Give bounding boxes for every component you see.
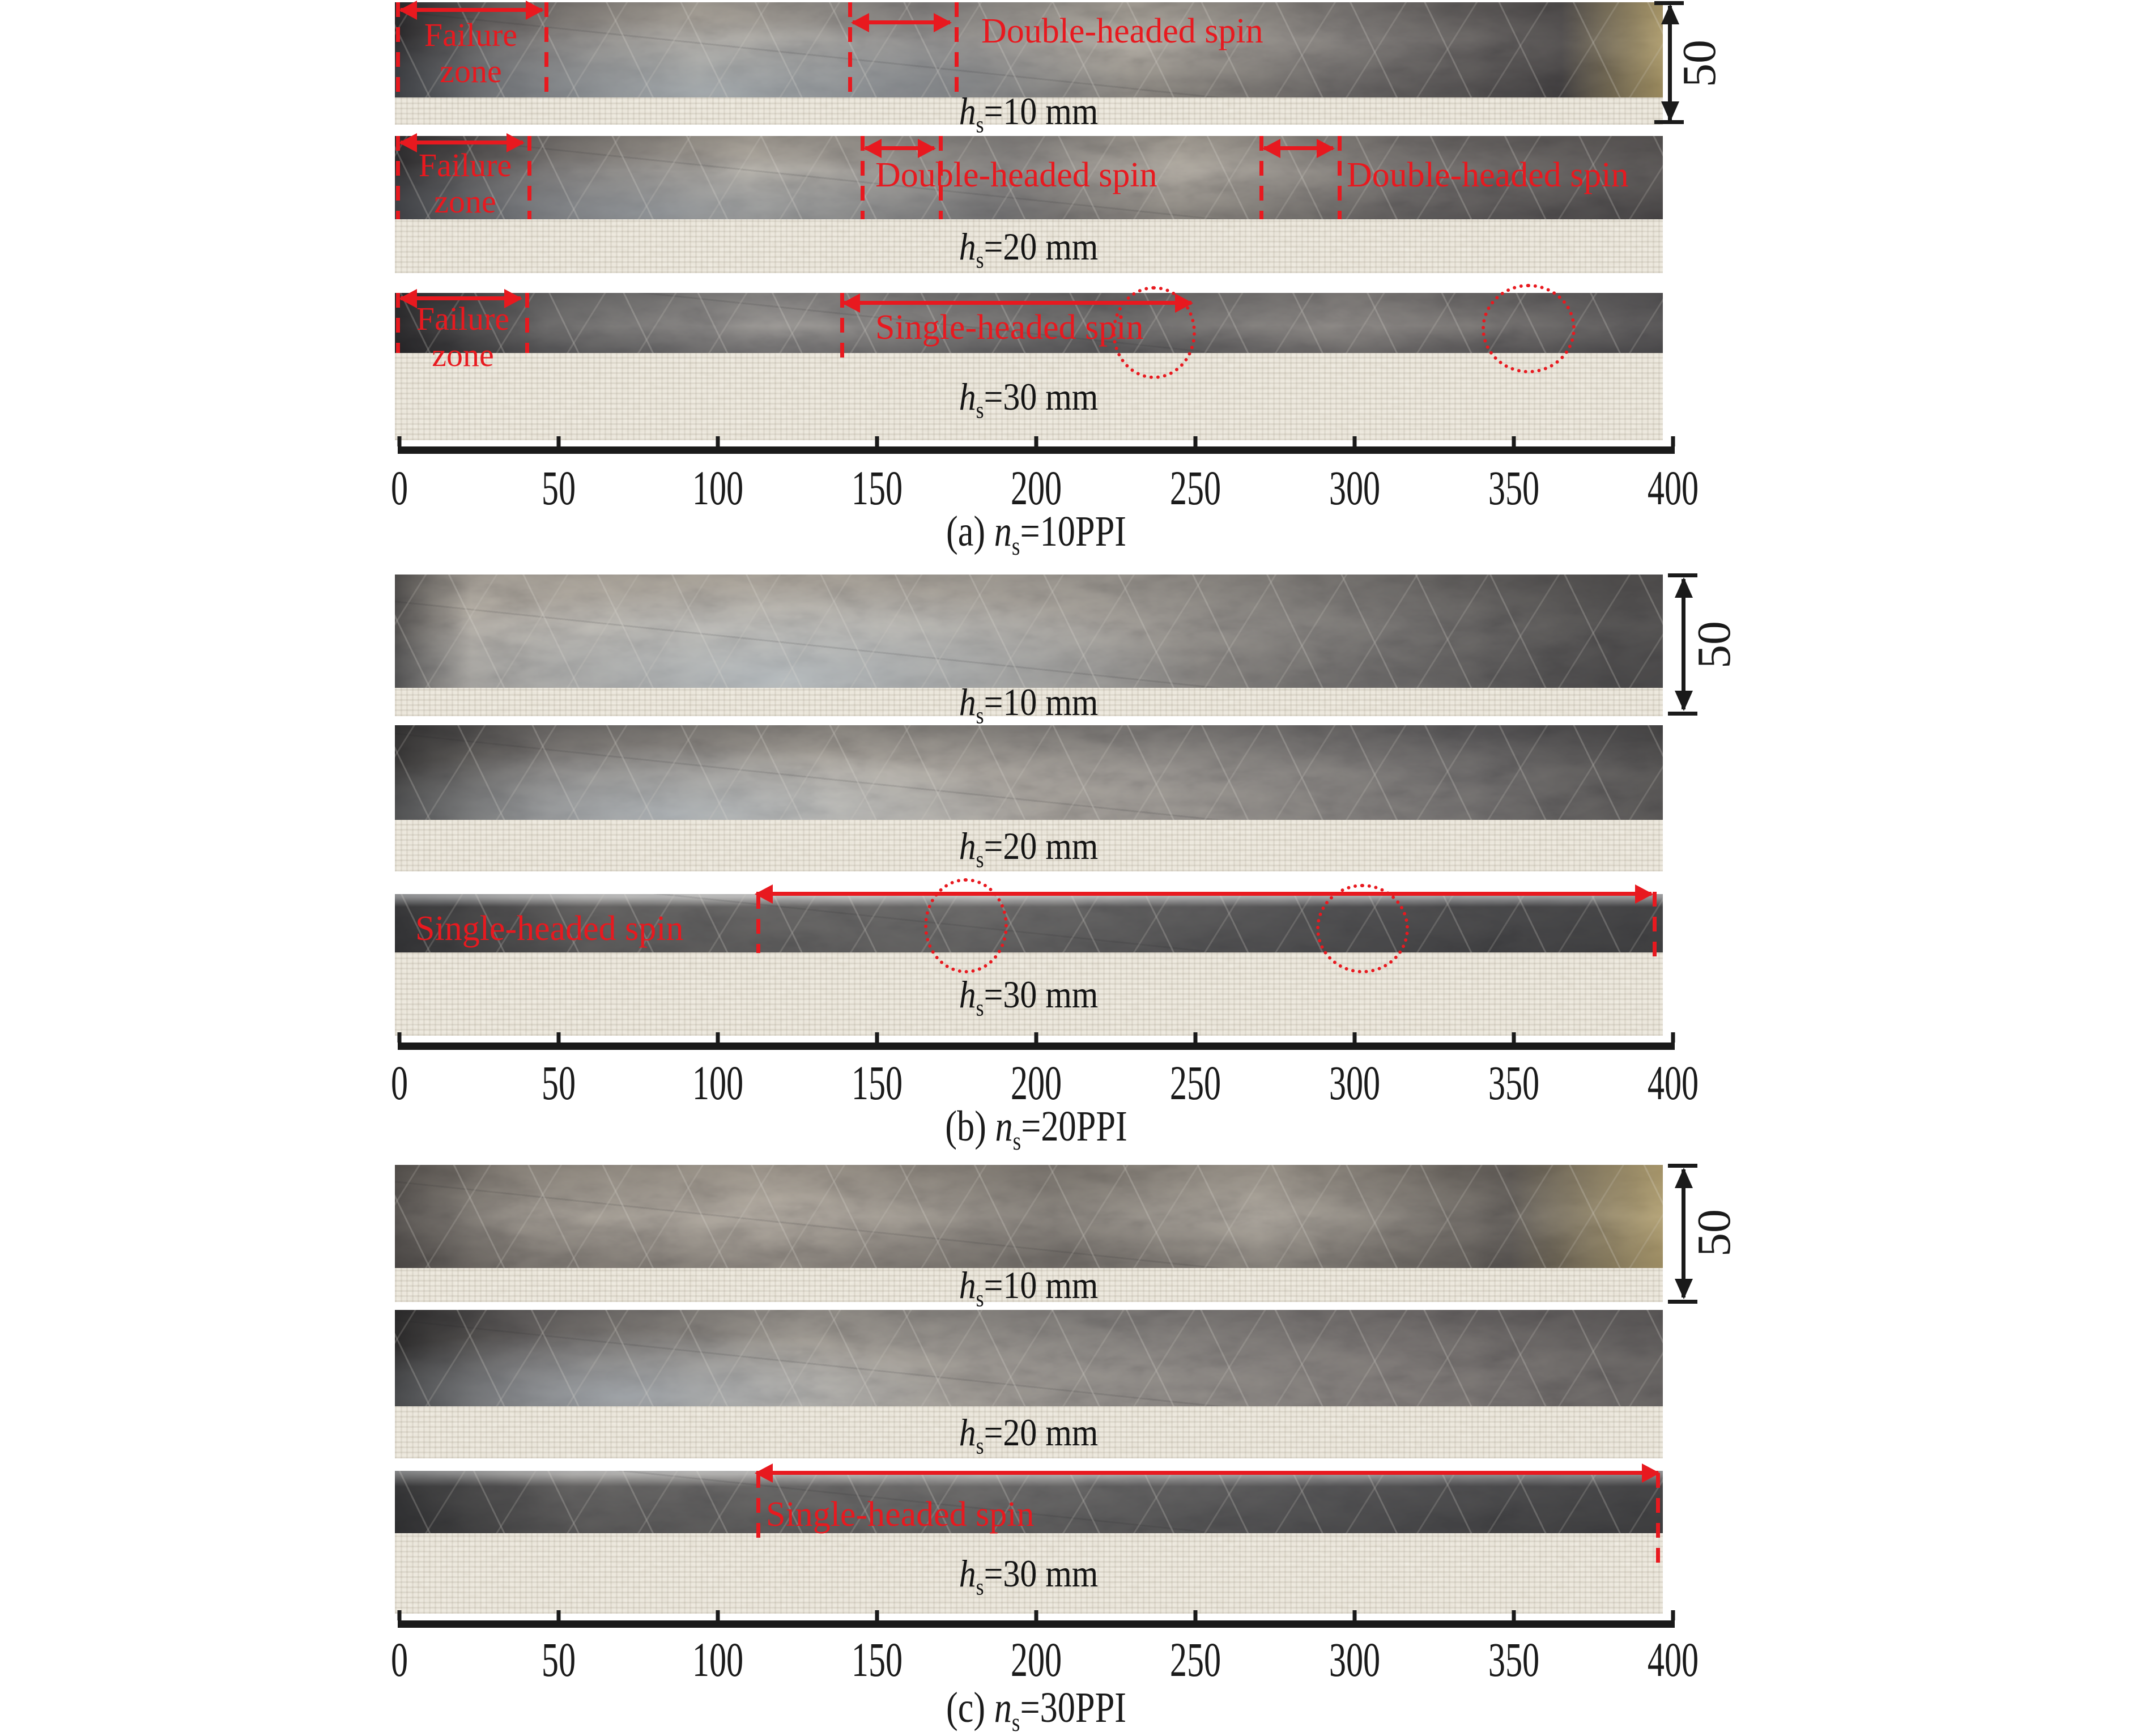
dimension-label-c: 50 xyxy=(1688,1209,1740,1257)
spin-label: Single-headed spin xyxy=(875,308,1144,347)
thickness-label: hs=10 mm xyxy=(959,90,1099,138)
failure-zone-dash-right xyxy=(544,2,548,97)
specimen-base: hs=30 mm xyxy=(395,353,1663,440)
failure-zone-arrow xyxy=(401,296,521,300)
specimen-base: hs=20 mm xyxy=(395,219,1663,273)
specimen-base: hs=20 mm xyxy=(395,1406,1663,1458)
dimension-label-a: 50 xyxy=(1673,40,1726,87)
specimen-base: hs=10 mm xyxy=(395,92,1663,136)
spin-label: Double-headed spin xyxy=(875,156,1157,194)
spin-ellipse-1 xyxy=(1112,286,1196,379)
spin2-dash-right xyxy=(1338,136,1342,219)
ruler-line xyxy=(398,446,1675,454)
dimension-cap-bottom-c xyxy=(1668,1300,1697,1304)
failure-zone-label: Failure zone xyxy=(416,300,510,373)
specimen-strip-b3: hs=30 mm Single-headed spin xyxy=(395,878,1663,1036)
dimension-cap-top-a xyxy=(1654,1,1684,5)
dimension-cap-bottom-b xyxy=(1668,712,1697,716)
spin-arrow xyxy=(756,892,1651,896)
specimen-strip-b2: hs=20 mm xyxy=(395,725,1663,871)
ruler-axis-b xyxy=(397,1032,1675,1050)
spin-arrow xyxy=(853,20,950,24)
spin-ellipse-2 xyxy=(1482,284,1576,373)
spin2-arrow xyxy=(1264,146,1333,150)
thickness-label: hs=20 mm xyxy=(959,824,1099,873)
spin-label: Single-headed spin xyxy=(415,909,684,948)
ruler-line xyxy=(398,1043,1675,1050)
spin-arrow xyxy=(865,146,934,150)
specimen-strip-a1: hs=10 mm Failure zone Double-headed spin xyxy=(395,2,1663,136)
specimen-strip-a3: hs=30 mm Failure zone Single-headed spin xyxy=(395,284,1663,440)
ruler-labels-c: 0 50 100 150 200 250 300 350 400 xyxy=(390,1632,1699,1687)
dimension-cap-top-c xyxy=(1668,1164,1697,1168)
thickness-label: hs=30 mm xyxy=(959,972,1099,1021)
caption-a: (a) ns=10PPI xyxy=(946,508,1127,561)
spin-arrow xyxy=(756,1471,1658,1475)
failure-zone-arrow xyxy=(401,141,523,144)
spin-label: Single-headed spin xyxy=(766,1495,1035,1534)
dimension-cap-top-b xyxy=(1668,573,1697,577)
specimen-photo xyxy=(395,1165,1663,1268)
dimension-label-b: 50 xyxy=(1688,621,1740,669)
specimen-base: hs=30 mm xyxy=(395,1533,1663,1614)
spin-ellipse-1 xyxy=(924,878,1008,973)
ruler-labels-b: 0 50 100 150 200 250 300 350 400 xyxy=(390,1056,1699,1110)
caption-b: (b) ns=20PPI xyxy=(945,1103,1127,1156)
ruler-axis-a xyxy=(397,436,1675,454)
dimension-arrow-a xyxy=(1668,6,1672,120)
specimen-strip-c2: hs=20 mm xyxy=(395,1310,1663,1458)
spin-dash-right xyxy=(1656,1473,1660,1569)
specimen-strip-c1: hs=10 mm xyxy=(395,1165,1663,1312)
dimension-arrow-b xyxy=(1682,579,1685,709)
dimension-arrow-c xyxy=(1682,1169,1685,1297)
failure-zone-label: Failure zone xyxy=(418,147,512,220)
failure-zone-label: Failure zone xyxy=(424,16,518,90)
ruler-axis-c xyxy=(397,1610,1675,1628)
thickness-label: hs=10 mm xyxy=(959,680,1099,729)
spin-dash-right xyxy=(955,2,959,97)
specimen-base: hs=10 mm xyxy=(395,683,1663,727)
caption-c: (c) ns=30PPI xyxy=(946,1684,1127,1736)
spin-dash-left xyxy=(756,1473,760,1538)
specimen-photo xyxy=(395,725,1663,820)
thickness-label: hs=30 mm xyxy=(959,375,1099,423)
specimen-photo xyxy=(395,1310,1663,1406)
thickness-label: hs=30 mm xyxy=(959,1552,1099,1600)
thickness-label: hs=10 mm xyxy=(959,1263,1099,1312)
dimension-cap-bottom-a xyxy=(1654,120,1684,124)
ruler-line xyxy=(398,1620,1675,1628)
ruler-labels-a: 0 50 100 150 200 250 300 350 400 xyxy=(390,461,1699,515)
spin-dash-right xyxy=(1653,892,1657,964)
specimen-photo xyxy=(395,575,1663,688)
specimen-base: hs=20 mm xyxy=(395,820,1663,871)
thickness-label: hs=20 mm xyxy=(959,1411,1099,1459)
spin-label: Double-headed spin xyxy=(981,12,1263,50)
specimen-base: hs=30 mm xyxy=(395,952,1663,1036)
spin2-label: Double-headed spin xyxy=(1347,156,1629,194)
spin-ellipse-2 xyxy=(1316,884,1409,973)
specimen-strip-b1: hs=10 mm xyxy=(395,575,1663,727)
thickness-label: hs=20 mm xyxy=(959,224,1099,273)
spin-dash-left xyxy=(756,894,760,953)
specimen-strip-a2: hs=20 mm Failure zone Double-headed spin … xyxy=(395,136,1663,273)
failure-zone-arrow xyxy=(401,8,542,12)
specimen-base: hs=10 mm xyxy=(395,1263,1663,1312)
specimen-strip-c3: hs=30 mm Single-headed spin xyxy=(395,1471,1663,1614)
